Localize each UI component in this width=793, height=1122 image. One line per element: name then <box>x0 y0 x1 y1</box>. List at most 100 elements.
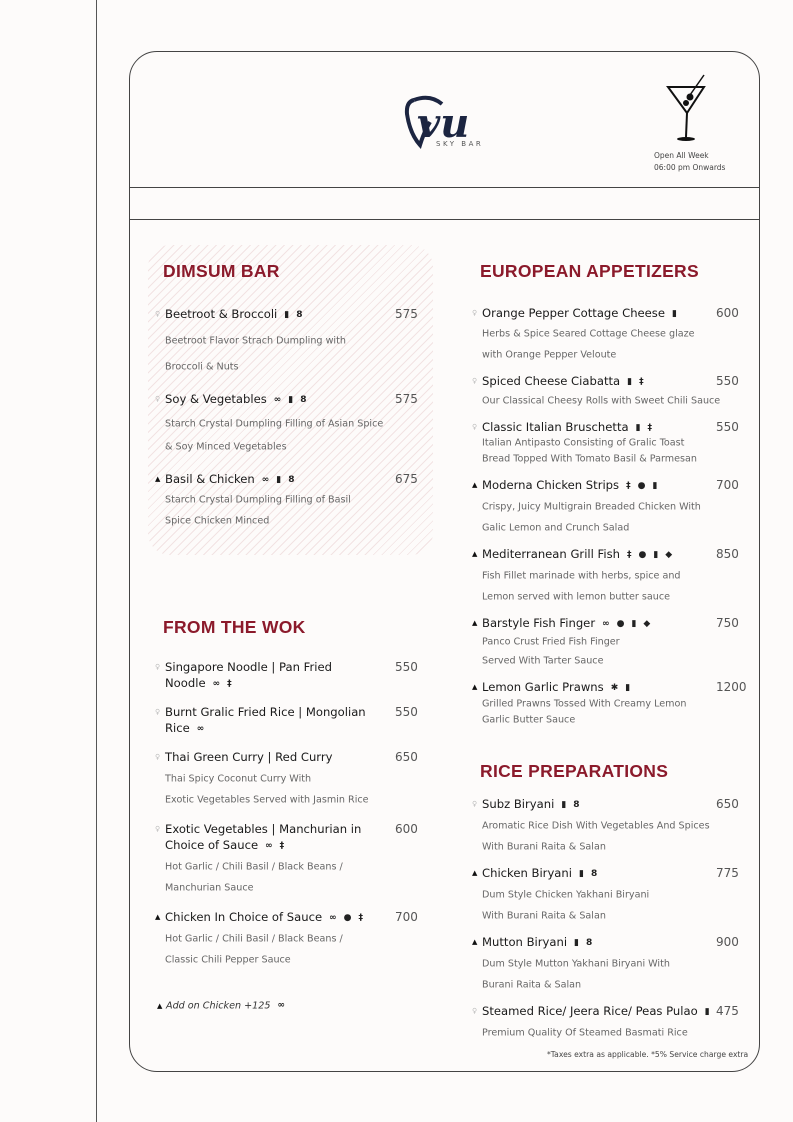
hours-line-2: 06:00 pm Onwards <box>654 163 726 172</box>
menu-item-name-text: Moderna Chicken Strips <box>482 478 620 492</box>
hours-line-1: Open All Week <box>654 151 709 160</box>
nonveg-triangle-icon: ▲ <box>472 869 478 877</box>
menu-item-name: Beetroot & Broccoli ▮ 8 <box>165 307 302 321</box>
menu-frame <box>129 51 760 1072</box>
menu-item-name: Orange Pepper Cottage Cheese ▮ <box>482 306 677 320</box>
wheat-icon: ‡ <box>639 377 644 387</box>
menu-item-name-text: Subz Biryani <box>482 797 555 811</box>
menu-item-price: 575 <box>395 392 418 406</box>
menu-item-name: Noodle ∞ ‡ <box>165 676 232 690</box>
bottle-icon: ▮ <box>704 1007 710 1017</box>
chain-link-icon: ∞ <box>196 724 205 734</box>
peanut-icon: 8 <box>300 395 307 405</box>
wheat-icon: ‡ <box>626 481 631 491</box>
menu-item-description: Garlic Butter Sauce <box>482 714 576 726</box>
menu-item-name-text: Rice <box>165 721 190 735</box>
nonveg-triangle-icon: ▲ <box>155 913 161 921</box>
egg-icon: ● <box>638 550 647 560</box>
menu-item-name-text: Classic Italian Bruschetta <box>482 420 629 434</box>
menu-item-description: Crispy, Juicy Multigrain Breaded Chicken… <box>482 501 701 513</box>
menu-item-description: Burani Raita & Salan <box>482 979 582 991</box>
menu-item-name-text: Soy & Vegetables <box>165 392 267 406</box>
menu-item-price: 850 <box>716 547 739 561</box>
menu-item-description: Fish Fillet marinade with herbs, spice a… <box>482 570 681 582</box>
peanut-icon: 8 <box>590 869 598 879</box>
header-divider <box>129 219 760 220</box>
menu-item-description: Beetroot Flavor Strach Dumpling with <box>165 335 346 347</box>
veg-marker-icon: ♀ <box>472 309 478 317</box>
menu-item-price: 650 <box>716 797 739 811</box>
menu-item-name-text: Spiced Cheese Ciabatta <box>482 374 621 388</box>
menu-item-name: Rice ∞ <box>165 721 204 735</box>
menu-item-name: Soy & Vegetables ∞ ▮ 8 <box>165 392 307 406</box>
page-margin-line <box>96 0 97 1122</box>
addon-note: Add on Chicken +125 ∞ <box>166 1001 285 1012</box>
nonveg-triangle-icon: ▲ <box>472 619 478 627</box>
bottle-icon: ▮ <box>671 309 677 319</box>
menu-item-name-text: Mutton Biryani <box>482 935 568 949</box>
bottle-icon: ▮ <box>578 869 584 879</box>
veg-marker-icon: ♀ <box>472 800 478 808</box>
menu-item-price: 1200 <box>716 680 747 694</box>
svg-text:vu: vu <box>417 100 469 147</box>
bottle-icon: ▮ <box>631 619 637 629</box>
menu-item-name: Moderna Chicken Strips ‡ ● ▮ <box>482 478 657 492</box>
menu-item-name-text: Steamed Rice/ Jeera Rice/ Peas Pulao <box>482 1004 698 1018</box>
menu-item-name: Spiced Cheese Ciabatta ▮ ‡ <box>482 374 644 388</box>
menu-item-description: Manchurian Sauce <box>165 882 254 894</box>
dimsum-hatched-panel <box>148 245 433 555</box>
menu-item-name: Singapore Noodle | Pan Fried <box>165 660 332 674</box>
menu-item-description: Herbs & Spice Seared Cottage Cheese glaz… <box>482 328 695 340</box>
menu-item-description: With Burani Raita & Salan <box>482 910 606 922</box>
menu-item-description: with Orange Pepper Veloute <box>482 349 617 361</box>
menu-item-description: Our Classical Cheesy Rolls with Sweet Ch… <box>482 395 721 407</box>
menu-item-description: Starch Crystal Dumpling Filling of Asian… <box>165 418 384 430</box>
wheat-icon: ‡ <box>279 841 285 851</box>
nonveg-triangle-icon: ▲ <box>472 683 478 691</box>
menu-item-name-text: Choice of Sauce <box>165 838 259 852</box>
fish-icon: ◆ <box>643 619 651 629</box>
egg-icon: ● <box>616 619 625 629</box>
crab-icon: ✱ <box>610 683 619 693</box>
menu-item-price: 775 <box>716 866 739 880</box>
egg-icon: ● <box>637 481 646 491</box>
menu-item-description: Spice Chicken Minced <box>165 515 270 527</box>
menu-item-price: 700 <box>395 910 418 924</box>
section-title: FROM THE WOK <box>163 617 306 637</box>
header-divider <box>129 187 760 188</box>
menu-item-name-text: Thai Green Curry | Red Curry <box>165 750 333 764</box>
menu-item-price: 550 <box>716 420 739 434</box>
menu-item-name: Basil & Chicken ∞ ▮ 8 <box>165 472 295 486</box>
nonveg-triangle-icon: ▲ <box>472 938 478 946</box>
menu-item-name-text: Chicken Biryani <box>482 866 572 880</box>
menu-item-name-text: Noodle <box>165 676 206 690</box>
menu-item-description: Panco Crust Fried Fish Finger <box>482 636 620 648</box>
menu-item-description: Italian Antipasto Consisting of Gralic T… <box>482 437 685 449</box>
menu-item-description: Starch Crystal Dumpling Filling of Basil <box>165 494 351 506</box>
menu-item-price: 650 <box>395 750 418 764</box>
menu-item-description: Lemon served with lemon butter sauce <box>482 591 671 603</box>
bottle-icon: ▮ <box>635 423 641 433</box>
menu-item-description: Classic Chili Pepper Sauce <box>165 954 291 966</box>
wheat-icon: ‡ <box>626 550 632 560</box>
bottle-icon: ▮ <box>561 800 567 810</box>
menu-item-price: 550 <box>716 374 739 388</box>
menu-item-name: Thai Green Curry | Red Curry <box>165 750 333 764</box>
menu-item-price: 600 <box>395 822 418 836</box>
logo-subtitle: SKY BAR <box>436 140 484 148</box>
menu-item-name: Burnt Gralic Fried Rice | Mongolian <box>165 705 366 719</box>
veg-marker-icon: ♀ <box>155 395 161 403</box>
nonveg-triangle-icon: ▲ <box>472 550 478 558</box>
peanut-icon: 8 <box>296 310 303 320</box>
menu-item-name: Mutton Biryani ▮ 8 <box>482 935 592 949</box>
section-title: RICE PREPARATIONS <box>480 761 669 781</box>
menu-item-price: 550 <box>395 705 418 719</box>
menu-item-description: Dum Style Chicken Yakhani Biryani <box>482 889 650 901</box>
menu-item-description: Exotic Vegetables Served with Jasmin Ric… <box>165 794 369 806</box>
addon-text: Add on Chicken +125 <box>166 1000 271 1012</box>
menu-item-name-text: Exotic Vegetables | Manchurian in <box>165 822 362 836</box>
bottle-icon: ▮ <box>574 938 579 948</box>
menu-item-description: & Soy Minced Vegetables <box>165 441 287 453</box>
menu-item-price: 675 <box>395 472 418 486</box>
menu-item-name: Mediterranean Grill Fish ‡ ● ▮ ◆ <box>482 547 672 561</box>
